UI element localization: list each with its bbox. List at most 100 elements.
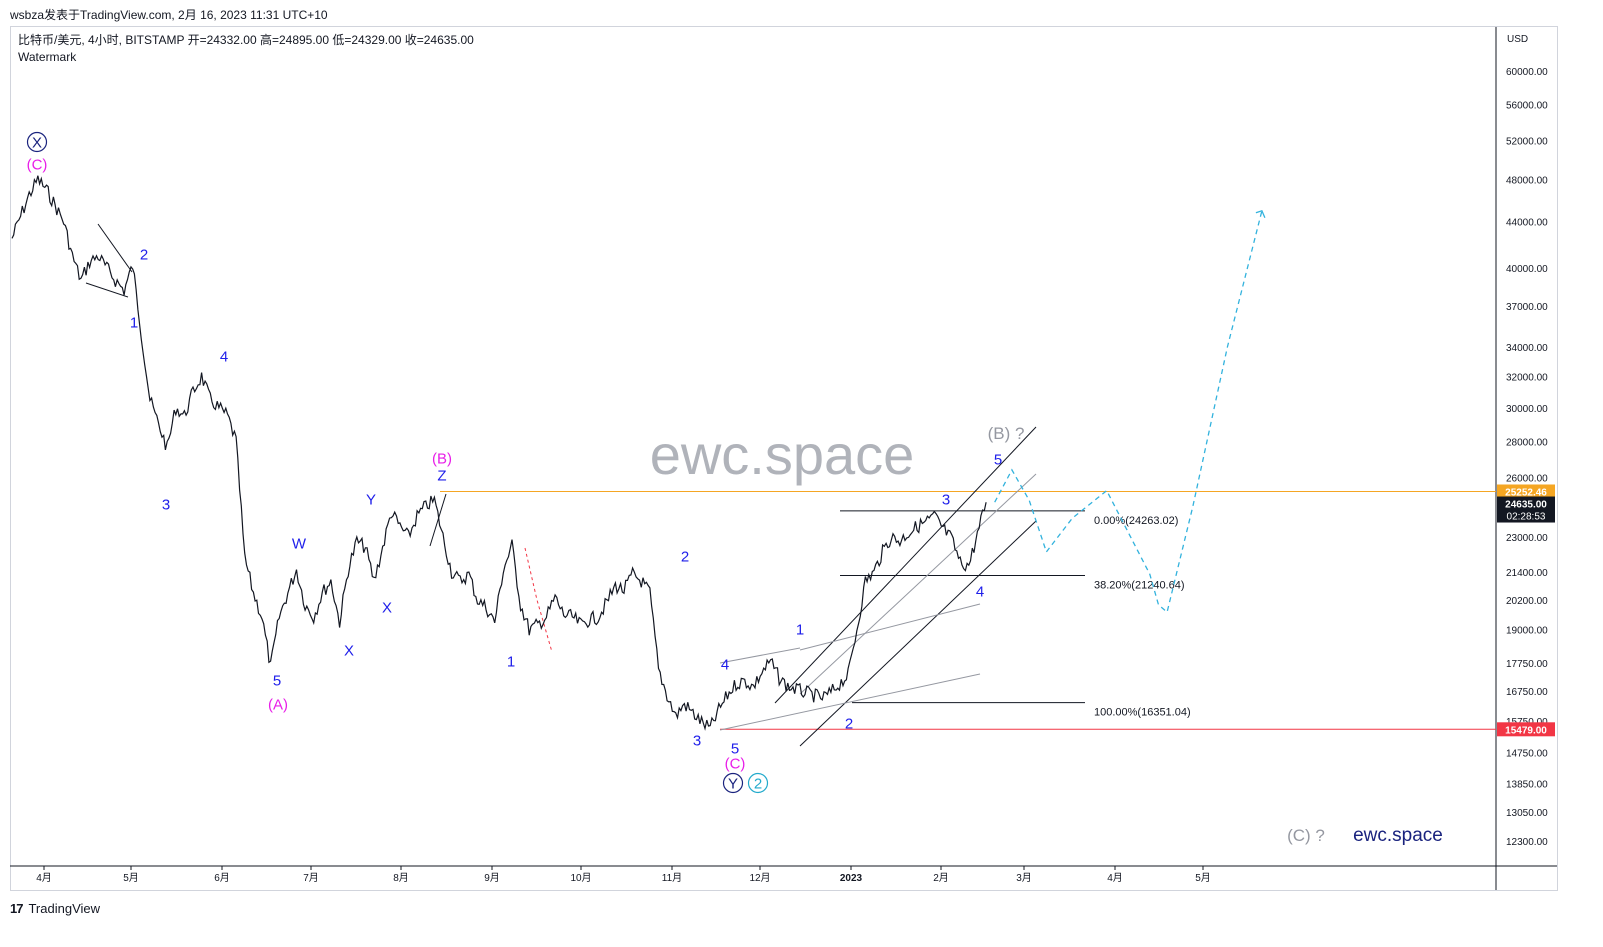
trend-line[interactable] (97, 223, 133, 273)
drawing-layer: 0.00%(24263.02) 38.20%(21240.64) 100.00%(1… (85, 223, 1496, 747)
y-tick-label: 20200.00 (1506, 596, 1548, 607)
x-tick-label: 5月 (123, 872, 139, 884)
price-line[interactable] (11, 175, 987, 731)
x-tick-label: 7月 (303, 872, 319, 884)
wave-label[interactable]: 1 (130, 314, 138, 331)
wave-label[interactable]: (C) ? (1287, 826, 1325, 845)
wave-label[interactable]: 3 (693, 732, 701, 749)
price-badge (1497, 722, 1555, 737)
wave-label[interactable]: (C) (27, 156, 48, 173)
wave-label[interactable]: 2 (140, 246, 148, 263)
wave-label-circle (26, 131, 48, 153)
wave-label[interactable]: (B) ? (988, 424, 1025, 443)
wave-label[interactable]: 5 (273, 672, 281, 689)
wave-label[interactable]: 5 (731, 740, 739, 757)
wave-label[interactable]: Z (437, 467, 446, 484)
legend-line-1: 比特币/美元, 4小时, BITSTAMP 开=24332.00 高=24895… (18, 32, 474, 47)
wave-label[interactable]: 4 (976, 583, 984, 600)
price-badge (1497, 484, 1555, 499)
wave-label[interactable]: (A) (268, 696, 288, 713)
y-tick-label: 23000.00 (1506, 533, 1548, 544)
corrective-dashed-line[interactable] (524, 547, 553, 653)
wave-label[interactable]: 3 (162, 496, 170, 513)
x-tick-label: 4月 (36, 872, 52, 884)
wave-label[interactable]: X (344, 642, 354, 659)
wave-label[interactable]: 2 (845, 715, 853, 732)
y-axis-unit: USD (1507, 34, 1528, 45)
wave-label[interactable]: W (292, 535, 307, 552)
wave-label[interactable]: 1 (796, 621, 804, 638)
watermark-corner: ewc.space (1353, 825, 1443, 846)
x-tick-label: 5月 (1195, 872, 1211, 884)
y-axis-layer: USD 60000.00 56000.00 52000.00 48000.00 44000… (1497, 34, 1555, 848)
wave-label[interactable]: (B) (432, 450, 452, 467)
trend-line[interactable] (85, 282, 129, 298)
trend-line[interactable] (719, 673, 981, 731)
trend-line[interactable] (799, 520, 1037, 747)
wave-label[interactable]: 3 (942, 491, 950, 508)
wave-label[interactable]: X (382, 599, 392, 616)
y-tick-label: 52000.00 (1506, 137, 1548, 148)
x-axis-layer: 4月 5月 6月 7月 8月 9月 10月 11月 12月 2023 2月 3月 4月 5月 (36, 866, 1211, 884)
projection-arrowhead (1255, 209, 1266, 219)
wave-label[interactable]: X (32, 134, 42, 151)
price-badge-label: 25252.46 (1505, 487, 1547, 498)
y-tick-label: 56000.00 (1506, 101, 1548, 112)
footer: 17 TradingView (10, 901, 100, 916)
trend-line[interactable] (429, 493, 447, 547)
y-tick-label: 26000.00 (1506, 473, 1548, 484)
wave-label-circle (747, 772, 769, 794)
fib-level-label: 100.00%(16351.04) (1094, 707, 1191, 719)
y-tick-label: 37000.00 (1506, 302, 1548, 313)
y-tick-label: 28000.00 (1506, 437, 1548, 448)
fib-level-label: 0.00%(24263.02) (1094, 515, 1178, 527)
y-tick-label: 21400.00 (1506, 568, 1548, 579)
watermark-center: ewc.space (650, 423, 915, 486)
chart-frame (10, 26, 1558, 891)
y-tick-label: 32000.00 (1506, 372, 1548, 383)
trend-line[interactable] (719, 647, 801, 664)
wave-label[interactable]: Y (366, 491, 376, 508)
y-tick-label: 14750.00 (1506, 749, 1548, 760)
x-tick-label: 11月 (662, 872, 682, 884)
wave-label[interactable]: 1 (507, 653, 515, 670)
publish-info: wsbza发表于TradingView.com, 2月 16, 2023 11:… (10, 8, 328, 22)
trend-line[interactable] (799, 603, 981, 651)
price-badge (1497, 496, 1555, 523)
x-tick-label: 6月 (214, 872, 230, 884)
wave-label[interactable]: Y (728, 775, 738, 792)
wave-label[interactable]: 4 (721, 656, 729, 673)
grid-layer (10, 27, 1557, 890)
y-tick-label: 13850.00 (1506, 779, 1548, 790)
x-tick-label: 10月 (570, 872, 591, 884)
wave-label[interactable]: 2 (681, 548, 689, 565)
trend-line[interactable] (774, 426, 1037, 704)
footer-brand[interactable]: TradingView (28, 901, 101, 916)
x-tick-label: 2023 (840, 873, 863, 884)
wave-label[interactable]: 4 (220, 348, 228, 365)
y-tick-label: 34000.00 (1506, 343, 1548, 354)
y-tick-label: 16750.00 (1506, 687, 1548, 698)
wave-label[interactable]: (C) (725, 755, 746, 772)
y-tick-label: 30000.00 (1506, 404, 1548, 415)
projection-path[interactable] (994, 210, 1263, 614)
wave-label[interactable]: 5 (994, 451, 1002, 468)
price-series-layer (11, 175, 987, 731)
y-tick-label: 17750.00 (1506, 659, 1548, 670)
x-tick-label: 8月 (393, 872, 409, 884)
legend-line-2: Watermark (18, 50, 77, 64)
x-tick-label: 9月 (484, 872, 500, 884)
y-tick-label: 60000.00 (1506, 67, 1548, 78)
y-tick-label: 19000.00 (1506, 626, 1548, 637)
trend-line[interactable] (799, 473, 1037, 695)
x-tick-label: 2月 (933, 872, 949, 884)
x-tick-label: 3月 (1016, 872, 1032, 884)
fib-level-label: 38.20%(21240.64) (1094, 580, 1185, 592)
tradingview-logo-icon[interactable]: 17 (10, 901, 24, 916)
wave-label[interactable]: 2 (754, 775, 762, 792)
x-tick-label: 12月 (749, 872, 770, 884)
countdown-label: 02:28:53 (1507, 512, 1546, 523)
projection-layer (994, 209, 1266, 614)
